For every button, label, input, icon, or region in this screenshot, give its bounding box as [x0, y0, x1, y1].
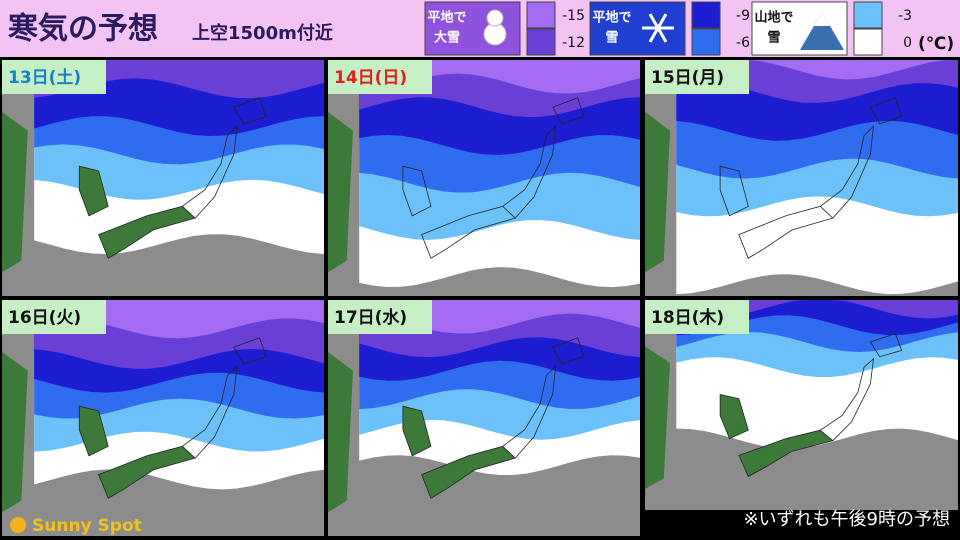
west-japan	[421, 445, 516, 499]
date-label: 17日(水)	[334, 307, 407, 328]
continent	[645, 111, 671, 273]
cold-air-band	[34, 300, 324, 339]
date-label: 15日(月)	[651, 68, 724, 88]
continent	[328, 351, 353, 513]
map-panel: 15日(月)	[645, 60, 958, 296]
legend-swatch	[691, 1, 721, 29]
map-panel: 16日(火)	[2, 300, 324, 536]
legend-value: -15	[562, 8, 585, 24]
west-japan	[421, 205, 516, 259]
legend-value: -3	[898, 8, 912, 24]
honshu	[182, 365, 238, 459]
date-label: 13日(土)	[8, 67, 81, 88]
hokkaido	[869, 333, 903, 358]
honshu	[820, 357, 875, 441]
legend-swatch	[526, 1, 556, 29]
icon-snowman	[486, 9, 504, 27]
honshu	[502, 364, 557, 459]
date-chip	[645, 300, 749, 334]
korea	[78, 165, 109, 217]
continent	[2, 351, 28, 513]
west-japan	[738, 205, 834, 259]
honshu	[820, 124, 875, 219]
legend-label: 雪	[605, 30, 618, 46]
unit: (℃)	[918, 34, 954, 54]
legend-swatch	[853, 1, 883, 29]
west-japan	[98, 445, 196, 499]
legend-label: 山地で	[754, 10, 793, 26]
honshu	[182, 125, 238, 219]
korea	[402, 405, 432, 457]
hokkaido	[552, 97, 585, 125]
legend-label: 雪	[767, 30, 780, 46]
date-label: 16日(火)	[8, 308, 81, 328]
icon-mountain-snow	[814, 12, 830, 26]
cold-air-band	[34, 60, 324, 99]
honshu	[502, 124, 557, 219]
cold-air-band	[676, 60, 958, 80]
maps: 13日(土) 14日(日) 15日(月) 16日(火) 17日(水) 18日(木)	[2, 60, 958, 536]
hokkaido	[233, 97, 267, 125]
date-chip	[328, 60, 432, 94]
legend-label: 平地で	[427, 10, 466, 26]
continent	[2, 111, 28, 273]
legend-value: -9	[736, 8, 750, 24]
legend-swatch	[853, 28, 883, 56]
date-chip	[2, 60, 106, 94]
korea	[719, 394, 749, 440]
icon-snowflake	[648, 13, 668, 43]
icon-mountain	[800, 12, 844, 50]
legend-value: -12	[562, 35, 585, 51]
continent	[328, 111, 353, 273]
legend-swatch	[691, 28, 721, 56]
legend-label: 平地で	[592, 10, 631, 26]
date-label: 18日(木)	[651, 307, 724, 328]
footer-note: ※いずれも午後9時の予想	[743, 509, 950, 530]
map-panel: 17日(水)	[328, 300, 640, 536]
date-label: 14日(日)	[334, 68, 407, 88]
legend-swatch	[526, 28, 556, 56]
date-chip	[328, 300, 432, 334]
legend-value: -6	[736, 35, 750, 51]
brand: Sunny Spot	[32, 516, 142, 536]
subtitle: 上空1500m付近	[192, 22, 333, 44]
continent	[645, 346, 671, 489]
hokkaido	[233, 337, 267, 365]
korea	[78, 405, 109, 457]
korea	[402, 165, 432, 217]
map-panel: 14日(日)	[328, 60, 640, 296]
legend-label: 大雪	[434, 30, 460, 46]
map-panel: 18日(木)	[645, 300, 958, 510]
brand-sun	[10, 517, 26, 533]
west-japan	[98, 205, 196, 259]
title: 寒気の予想	[8, 12, 158, 47]
date-chip	[645, 60, 749, 94]
hokkaido	[552, 337, 585, 365]
legend-value: 0	[903, 35, 912, 51]
date-chip	[2, 300, 106, 334]
west-japan	[738, 429, 834, 477]
korea	[719, 165, 749, 217]
map-panel: 13日(土)	[2, 60, 324, 296]
hokkaido	[869, 97, 903, 125]
